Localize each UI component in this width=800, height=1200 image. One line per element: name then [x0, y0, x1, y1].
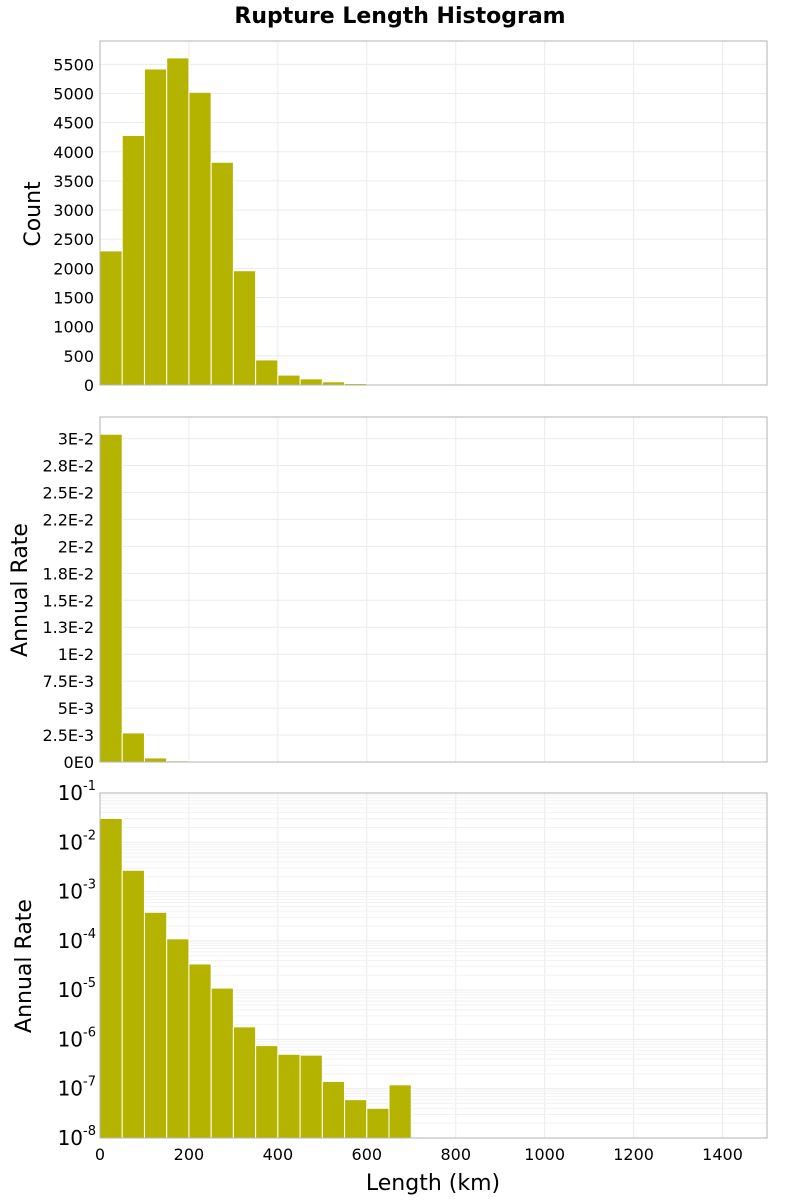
x-tick-label: 600: [352, 1145, 383, 1164]
histogram-bar: [121, 732, 145, 763]
y-tick-label: 5500: [53, 55, 94, 74]
histogram-bar: [99, 433, 123, 763]
histogram-bar: [255, 1045, 279, 1139]
x-tick-label: 1000: [524, 1145, 565, 1164]
plot-frame: [99, 416, 768, 763]
plot-frame: [99, 792, 768, 1139]
y-tick-label: 2.5E-3: [42, 726, 94, 745]
y-tick-label: 10-1: [58, 779, 96, 805]
y-tick-label: 3E-2: [58, 430, 94, 449]
histogram-bar: [210, 987, 234, 1139]
histogram-bar: [121, 869, 145, 1139]
histogram-bar: [344, 1099, 368, 1139]
x-tick-label: 800: [440, 1145, 471, 1164]
histogram-bar: [299, 378, 323, 386]
annual-rate-log-panel: 10-1 10-2 10-3 10-4 10-5 10-6 10-7 10-80 200 400 6…: [58, 779, 768, 1164]
y-tick-label: 2E-2: [58, 537, 94, 556]
y-tick-label: 4000: [53, 143, 94, 162]
y-tick-label: 10-5: [58, 976, 96, 1002]
y-tick-label: 500: [63, 347, 94, 366]
histogram-bar: [166, 57, 190, 386]
y-tick-label: 1.5E-2: [42, 591, 94, 610]
y-tick-label: 2500: [53, 230, 94, 249]
y-tick-label: 4500: [53, 114, 94, 133]
y-tick-label: 10-6: [58, 1025, 96, 1051]
histogram-bar: [210, 161, 234, 386]
histogram-bar: [188, 963, 212, 1139]
y-tick-label: 1.3E-2: [42, 618, 94, 637]
histogram-bar: [121, 134, 145, 386]
y-tick-label: 1.8E-2: [42, 564, 94, 583]
y-tick-label: 10-2: [58, 828, 96, 854]
y-tick-label: 2.8E-2: [42, 457, 94, 476]
y-tick-label: 10-3: [58, 878, 96, 904]
histogram-bar: [99, 817, 123, 1139]
y-tick-label: 1000: [53, 318, 94, 337]
y-tick-label: 5000: [53, 84, 94, 103]
y-tick-label: 10-8: [58, 1124, 96, 1150]
log-rate-panel-y-axis-label: Annual Rate: [12, 899, 37, 1033]
count-histogram-panel: 0 500 1000 1500 2000 2500 3000 3500 4000 4500 5000…: [53, 40, 768, 395]
y-tick-label: 1500: [53, 289, 94, 308]
histogram-bar: [299, 1054, 323, 1139]
histogram-bar: [255, 359, 279, 386]
histogram-bar: [166, 938, 190, 1139]
y-tick-label: 2000: [53, 259, 94, 278]
y-tick-label: 0: [84, 376, 94, 395]
y-tick-label: 10-7: [58, 1075, 96, 1101]
histogram-bar: [321, 1081, 346, 1139]
histogram-bar: [366, 1107, 390, 1139]
histogram-bar: [99, 250, 123, 386]
y-tick-label: 7.5E-3: [42, 672, 94, 691]
y-tick-label: 5E-3: [58, 699, 94, 718]
y-tick-label: 0E0: [64, 753, 94, 772]
y-tick-label: 1E-2: [58, 645, 94, 664]
annual-rate-linear-panel: 0E0 2.5E-3 5E-3 7.5E-3 1E-2 1.3E-2 1.5E-2 1.8E-…: [42, 416, 768, 772]
x-tick-label: 400: [263, 1145, 294, 1164]
plot-frame: [99, 40, 768, 386]
histogram-bar: [277, 1053, 301, 1139]
y-tick-label: 3500: [53, 172, 94, 191]
x-tick-label: 1200: [613, 1145, 654, 1164]
histogram-bar: [277, 374, 301, 386]
histogram-bar: [232, 270, 257, 386]
x-tick-label: 200: [174, 1145, 205, 1164]
histogram-bar: [143, 911, 168, 1139]
histogram-bar: [388, 1084, 412, 1139]
x-tick-label: 0: [95, 1145, 105, 1164]
histogram-bar: [143, 68, 168, 386]
y-tick-label: 10-4: [58, 927, 96, 953]
linear-rate-panel-y-axis-label: Annual Rate: [8, 523, 33, 657]
count-panel-y-axis-label: Count: [21, 181, 46, 247]
y-tick-label: 3000: [53, 201, 94, 220]
histogram-bar: [143, 757, 168, 763]
histogram-bar: [188, 91, 212, 386]
x-axis-label: Length (km): [366, 1171, 500, 1196]
y-tick-label: 2.2E-2: [42, 510, 94, 529]
chart-title: Rupture Length Histogram: [234, 4, 565, 29]
histogram-bar: [232, 1026, 257, 1139]
y-tick-label: 2.5E-2: [42, 483, 94, 502]
x-tick-label: 1400: [702, 1145, 743, 1164]
